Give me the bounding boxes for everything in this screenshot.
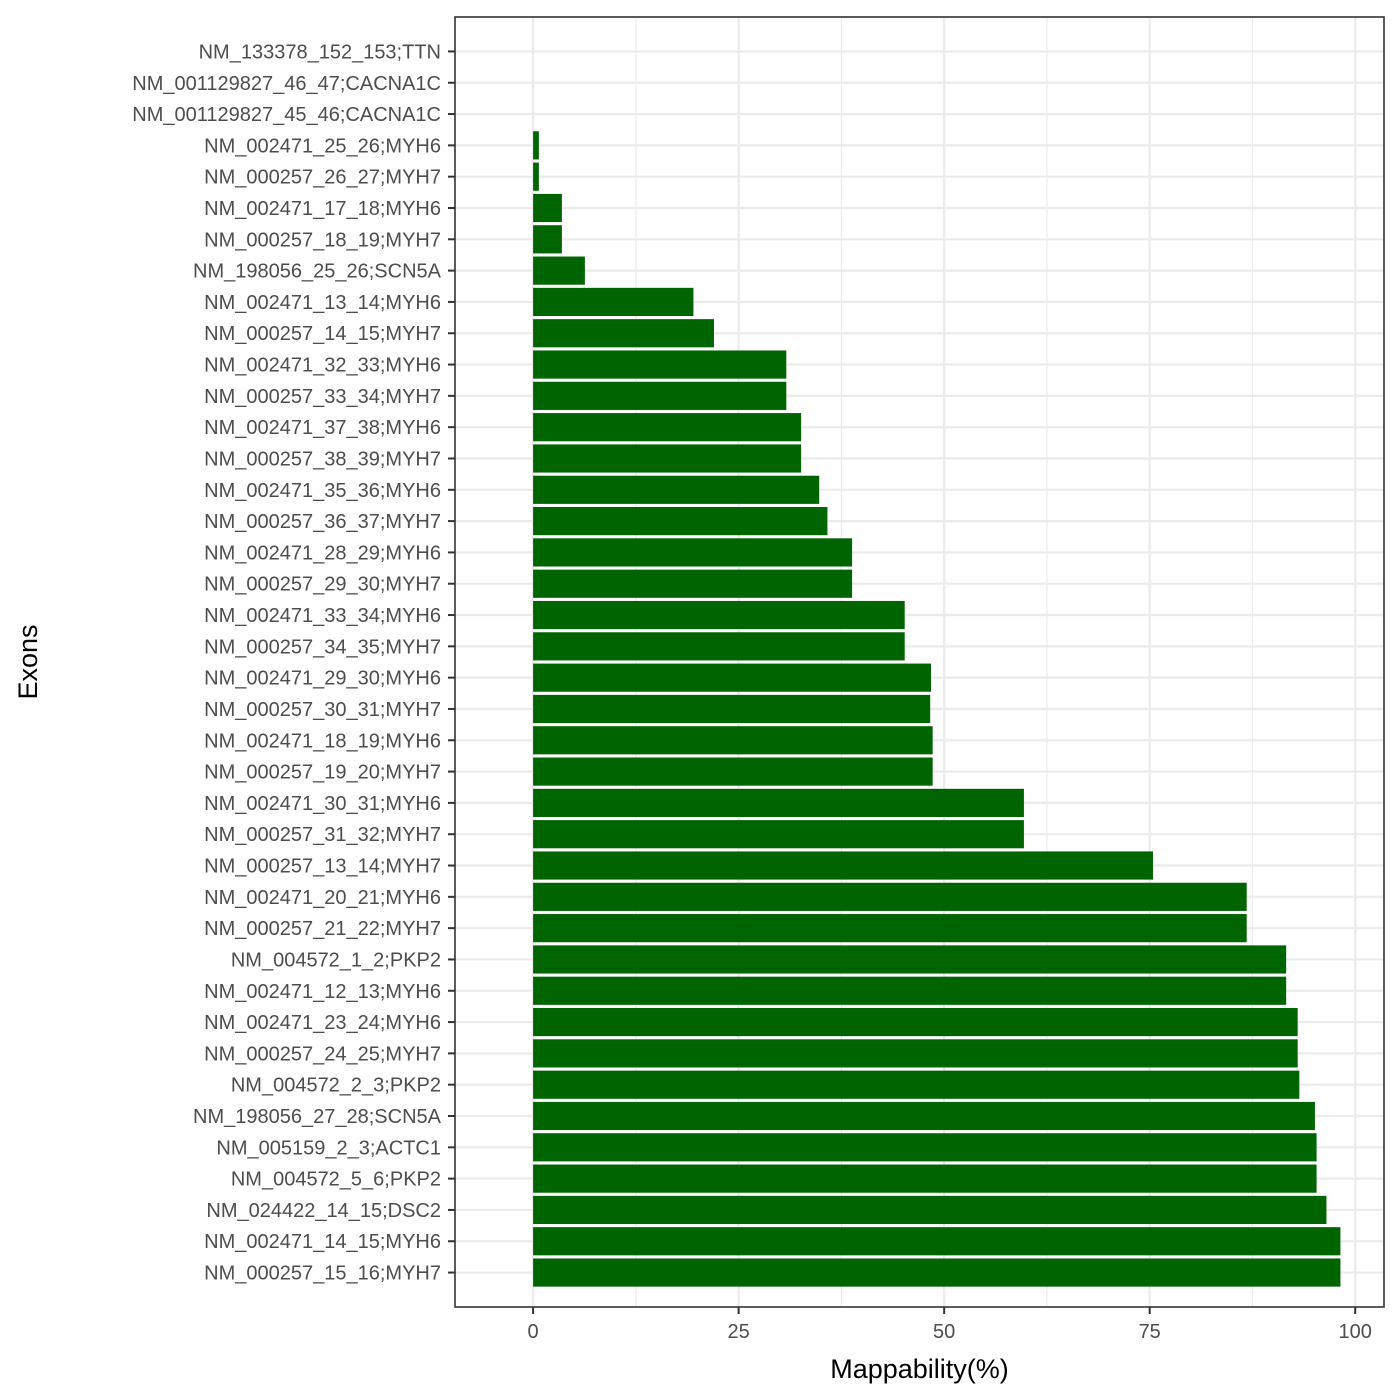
y-tick-label: NM_001129827_45_46;CACNA1C xyxy=(132,104,441,126)
y-tick-label: NM_000257_36_37;MYH7 xyxy=(204,511,441,533)
y-tick-label: NM_005159_2_3;ACTC1 xyxy=(216,1137,441,1159)
bar xyxy=(533,350,787,379)
bar xyxy=(533,1258,1341,1287)
bar xyxy=(533,475,820,504)
y-tick-label: NM_000257_33_34;MYH7 xyxy=(204,386,441,408)
bar xyxy=(533,882,1247,911)
y-tick-label: NM_004572_2_3;PKP2 xyxy=(231,1075,441,1097)
y-tick-label: NM_002471_29_30;MYH6 xyxy=(204,668,441,690)
bar xyxy=(533,1164,1317,1193)
bar xyxy=(533,600,905,630)
bar xyxy=(533,1227,1341,1256)
y-tick-label: NM_000257_13_14;MYH7 xyxy=(204,856,441,878)
bar xyxy=(533,976,1287,1005)
y-tick-label: NM_198056_27_28;SCN5A xyxy=(193,1106,442,1128)
bar xyxy=(533,632,905,661)
y-tick-label: NM_002471_20_21;MYH6 xyxy=(204,887,441,909)
y-tick-label: NM_000257_26_27;MYH7 xyxy=(204,167,441,189)
y-tick-label: NM_000257_19_20;MYH7 xyxy=(204,762,441,784)
y-tick-label: NM_000257_24_25;MYH7 xyxy=(204,1043,441,1065)
bar xyxy=(533,413,802,442)
y-tick-label: NM_002471_32_33;MYH6 xyxy=(204,355,441,377)
bar xyxy=(533,256,585,285)
bar xyxy=(533,444,802,473)
y-tick-label: NM_000257_14_15;MYH7 xyxy=(204,323,441,345)
bar xyxy=(533,1070,1300,1099)
y-axis-title: Exons xyxy=(13,624,43,699)
y-tick-label: NM_000257_38_39;MYH7 xyxy=(204,448,441,470)
y-tick-label: NM_002471_18_19;MYH6 xyxy=(204,730,441,752)
y-tick-label: NM_000257_15_16;MYH7 xyxy=(204,1263,441,1285)
y-tick-label: NM_002471_28_29;MYH6 xyxy=(204,542,441,564)
bar xyxy=(533,225,562,254)
y-tick-label: NM_002471_12_13;MYH6 xyxy=(204,981,441,1003)
y-tick-label: NM_000257_21_22;MYH7 xyxy=(204,918,441,940)
y-tick-label: NM_198056_25_26;SCN5A xyxy=(193,261,442,283)
bar xyxy=(533,569,853,598)
bar xyxy=(533,131,539,160)
y-tick-label: NM_000257_29_30;MYH7 xyxy=(204,574,441,596)
bar xyxy=(533,162,539,191)
bar xyxy=(533,381,787,410)
y-tick-label: NM_000257_31_32;MYH7 xyxy=(204,824,441,846)
y-tick-label: NM_000257_34_35;MYH7 xyxy=(204,636,441,658)
y-tick-label: NM_001129827_46_47;CACNA1C xyxy=(132,73,441,95)
bar xyxy=(533,945,1287,974)
bar xyxy=(533,663,932,692)
x-tick-label: 75 xyxy=(1139,1321,1161,1343)
y-tick-label: NM_002471_17_18;MYH6 xyxy=(204,198,441,220)
bar xyxy=(533,726,933,755)
y-tick-label: NM_002471_33_34;MYH6 xyxy=(204,605,441,627)
panel-border xyxy=(454,16,1385,1308)
bar xyxy=(533,507,828,536)
x-axis-title: Mappability(%) xyxy=(830,1354,1009,1384)
y-tick-label: NM_002471_37_38;MYH6 xyxy=(204,417,441,439)
y-tick-label: NM_024422_14_15;DSC2 xyxy=(206,1200,441,1222)
bar xyxy=(533,914,1247,943)
x-tick-label: 25 xyxy=(728,1321,750,1343)
y-tick-label: NM_002471_23_24;MYH6 xyxy=(204,1012,441,1034)
bar xyxy=(533,287,694,317)
y-tick-label: NM_004572_5_6;PKP2 xyxy=(231,1169,441,1191)
bar xyxy=(533,1195,1327,1225)
y-tick-label: NM_002471_30_31;MYH6 xyxy=(204,793,441,815)
y-tick-label: NM_002471_14_15;MYH6 xyxy=(204,1231,441,1253)
bar xyxy=(533,694,931,724)
bar xyxy=(533,851,1153,880)
bar xyxy=(533,193,562,223)
bar xyxy=(533,1039,1298,1068)
bar xyxy=(533,757,933,786)
bar xyxy=(533,319,714,348)
y-tick-label: NM_004572_1_2;PKP2 xyxy=(231,949,441,971)
y-tick-label: NM_133378_152_153;TTN xyxy=(199,41,441,63)
x-tick-label: 100 xyxy=(1339,1321,1372,1343)
bar xyxy=(533,788,1024,817)
bar xyxy=(533,820,1024,849)
y-tick-label: NM_000257_30_31;MYH7 xyxy=(204,699,441,721)
x-tick-label: 0 xyxy=(528,1321,539,1343)
y-tick-label: NM_000257_18_19;MYH7 xyxy=(204,229,441,251)
bar xyxy=(533,538,853,567)
y-tick-label: NM_002471_13_14;MYH6 xyxy=(204,292,441,314)
x-tick-label: 50 xyxy=(933,1321,955,1343)
y-tick-label: NM_002471_25_26;MYH6 xyxy=(204,135,441,157)
bar xyxy=(533,1101,1315,1131)
y-tick-label: NM_002471_35_36;MYH6 xyxy=(204,480,441,502)
bar xyxy=(533,1133,1317,1162)
bar xyxy=(533,1007,1298,1037)
